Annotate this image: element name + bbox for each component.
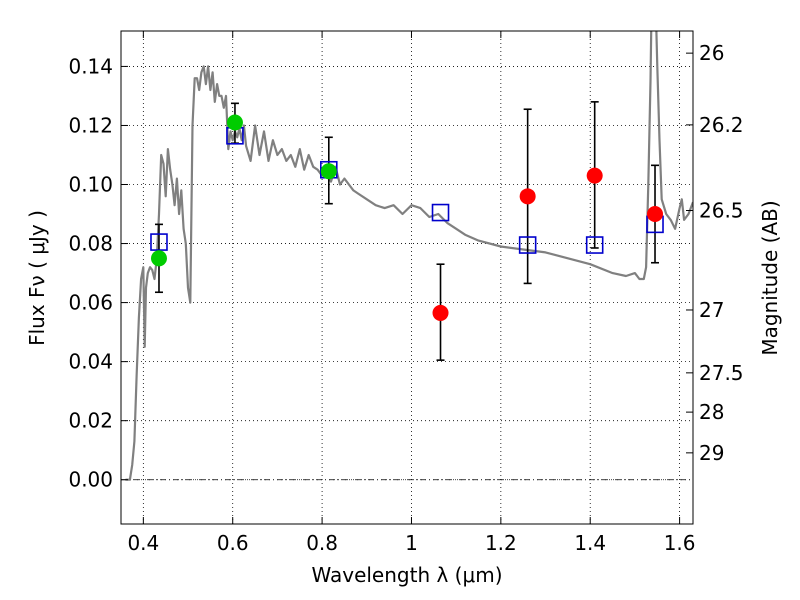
sed-template-line bbox=[125, 31, 693, 481]
model-square-marker bbox=[431, 203, 450, 222]
y2-tick-label: 26.2 bbox=[699, 113, 744, 137]
x-tick-labels: 0.4 0.6 0.8 1 1.2 1.4 1.6 bbox=[127, 531, 695, 555]
x-tick-label: 0.4 bbox=[127, 531, 159, 555]
x-tick-label: 1.6 bbox=[664, 531, 696, 555]
observed-point bbox=[226, 114, 243, 131]
y-tick-label: 0.00 bbox=[68, 468, 113, 492]
y-tick-labels: 0.00 0.02 0.04 0.06 0.08 0.10 0.12 0.14 bbox=[68, 54, 113, 491]
observed-point bbox=[320, 163, 337, 180]
y-tick-label: 0.02 bbox=[68, 409, 113, 433]
y-tick-label: 0.14 bbox=[68, 54, 113, 78]
model-square-marker bbox=[150, 233, 168, 251]
y-axis-label: Flux Fν ( μJy ) bbox=[25, 210, 49, 346]
x-tick-label: 1.4 bbox=[574, 531, 606, 555]
x-tick-label: 1 bbox=[405, 531, 418, 555]
y2-tick-label: 28 bbox=[699, 400, 724, 424]
model-square-marker bbox=[585, 236, 604, 254]
y2-tick-label: 29 bbox=[699, 441, 724, 465]
y-tick-label: 0.06 bbox=[68, 291, 113, 315]
y2-tick-label: 27.5 bbox=[699, 361, 744, 385]
y2-tick-label: 26.5 bbox=[699, 198, 744, 222]
y-tick-label: 0.10 bbox=[68, 173, 113, 197]
x-tick-label: 1.2 bbox=[485, 531, 517, 555]
y-tick-label: 0.12 bbox=[68, 113, 113, 137]
grid bbox=[121, 31, 693, 524]
ticks bbox=[121, 31, 693, 524]
model-square-marker bbox=[518, 236, 537, 254]
x-tick-label: 0.8 bbox=[306, 531, 338, 555]
observed-point bbox=[647, 206, 664, 223]
observed-points bbox=[150, 114, 664, 321]
y2-tick-label: 27 bbox=[699, 298, 724, 322]
observed-point bbox=[586, 167, 603, 184]
y2-axis-label: Magnitude (AB) bbox=[758, 200, 782, 355]
observed-point bbox=[432, 304, 449, 321]
y-tick-label: 0.08 bbox=[68, 232, 113, 256]
y2-tick-label: 26 bbox=[699, 41, 724, 65]
plot-frame bbox=[120, 30, 694, 525]
y2-tick-labels: 26 26.2 26.5 27 27.5 28 29 bbox=[699, 41, 744, 465]
error-bars bbox=[154, 101, 660, 361]
observed-point bbox=[150, 250, 167, 267]
x-tick-label: 0.6 bbox=[217, 531, 249, 555]
observed-point bbox=[519, 188, 536, 205]
y-tick-label: 0.04 bbox=[68, 350, 113, 374]
x-axis-label: Wavelength λ (μm) bbox=[311, 563, 502, 587]
template-spectrum bbox=[125, 31, 693, 481]
